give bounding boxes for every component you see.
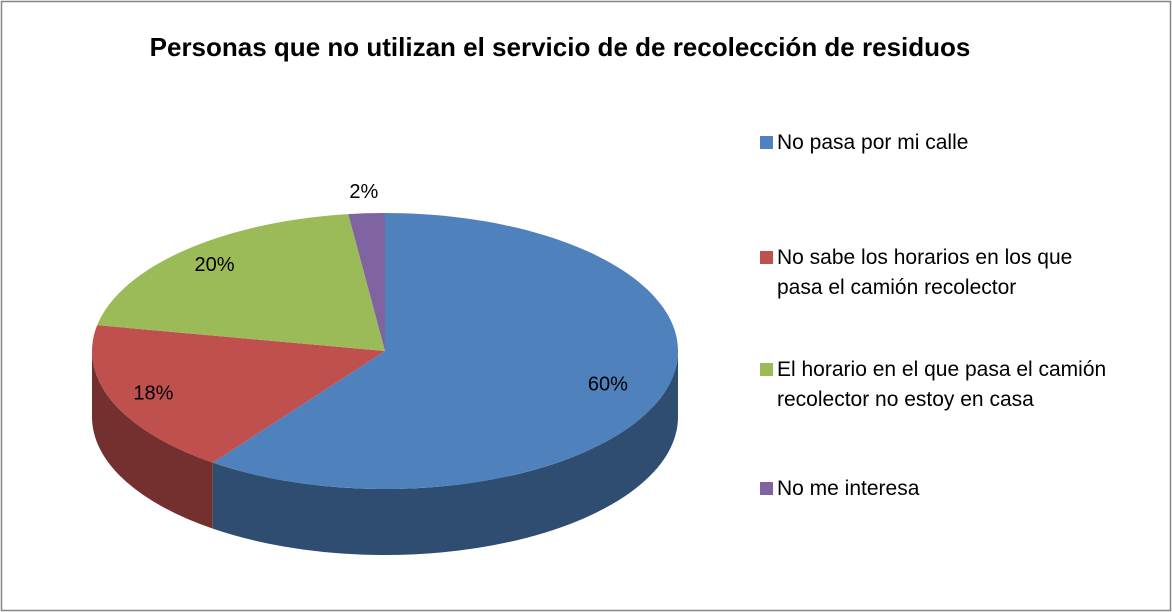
data-label: 60% bbox=[588, 373, 628, 395]
pie-slice bbox=[97, 214, 386, 351]
legend-item: No sabe los horarios en los que pasa el … bbox=[760, 243, 1120, 303]
legend-label: No me interesa bbox=[777, 477, 920, 500]
legend-swatch bbox=[760, 136, 773, 149]
legend-item: No me interesa bbox=[760, 474, 1120, 504]
pie-slice bbox=[212, 213, 678, 489]
data-label: 2% bbox=[349, 181, 378, 203]
pie-slice bbox=[92, 325, 386, 463]
pie-side bbox=[92, 351, 213, 529]
legend-swatch bbox=[760, 251, 773, 264]
data-label: 20% bbox=[194, 254, 234, 276]
legend-swatch bbox=[760, 482, 773, 495]
pie-slice bbox=[348, 213, 385, 351]
data-label: 18% bbox=[133, 382, 173, 404]
pie-side bbox=[212, 351, 678, 555]
legend-label: No pasa por mi calle bbox=[777, 131, 969, 154]
chart-title: Personas que no utilizan el servicio de … bbox=[149, 32, 971, 62]
legend-label: El horario en el que pasa el camión reco… bbox=[777, 358, 1107, 411]
legend-item: No pasa por mi calle bbox=[760, 128, 1120, 158]
legend-swatch bbox=[760, 363, 773, 376]
legend-label: No sabe los horarios en los que pasa el … bbox=[777, 246, 1073, 299]
legend-item: El horario en el que pasa el camión reco… bbox=[760, 355, 1120, 415]
